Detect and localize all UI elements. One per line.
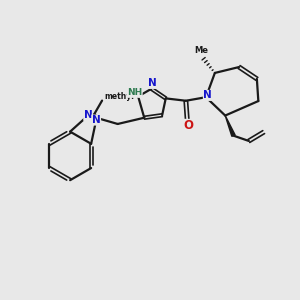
Text: NH: NH [127, 88, 142, 98]
Text: N: N [92, 115, 100, 125]
Text: Me: Me [194, 46, 208, 55]
Text: N: N [84, 110, 92, 120]
Text: methyl: methyl [104, 92, 134, 101]
Text: N: N [203, 90, 212, 100]
Text: N: N [148, 78, 156, 88]
Text: O: O [183, 119, 193, 132]
Polygon shape [225, 116, 235, 136]
